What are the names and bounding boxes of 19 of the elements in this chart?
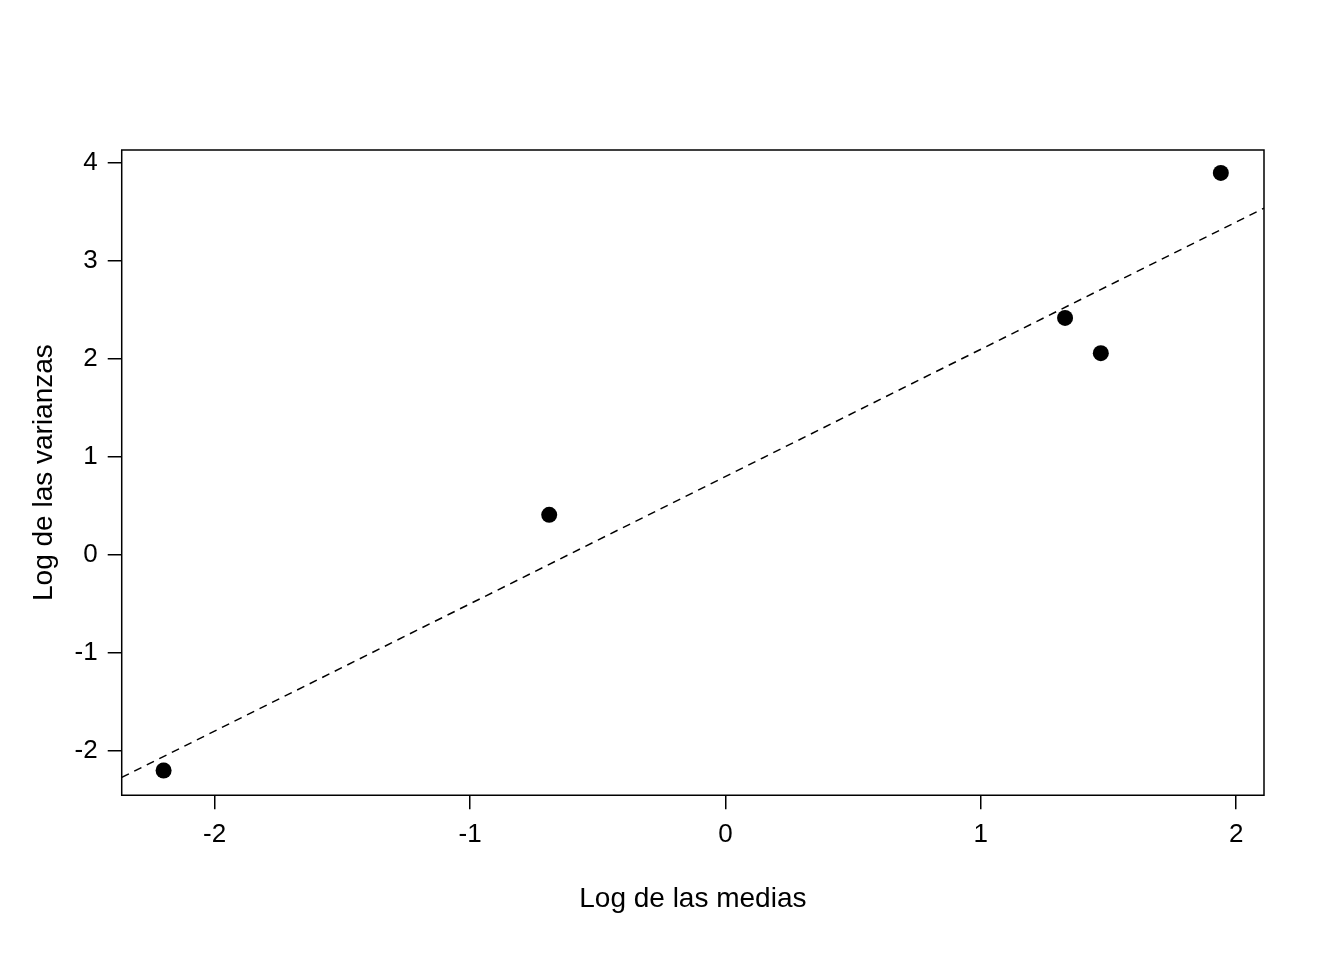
- y-axis-title: Log de las varianzas: [26, 344, 58, 602]
- y-tick-label: 1: [83, 440, 98, 471]
- y-tick-label: 3: [83, 244, 98, 275]
- x-tick-label: -2: [203, 817, 227, 848]
- y-tick-label: -2: [74, 734, 98, 765]
- x-tick-label: 0: [718, 817, 733, 848]
- point: [1092, 345, 1109, 362]
- x-tick-label: -1: [458, 817, 482, 848]
- y-tick-label: 0: [83, 538, 98, 569]
- x-axis-title: Log de las medias: [579, 881, 807, 913]
- point: [155, 762, 172, 779]
- y-tick-label: 2: [83, 342, 98, 373]
- y-tick-label: -1: [74, 636, 98, 667]
- point: [1212, 164, 1229, 181]
- x-tick-label: 1: [973, 817, 989, 848]
- point: [1057, 309, 1074, 326]
- y-tick-label: 4: [83, 146, 98, 177]
- x-tick-label: 2: [1228, 817, 1244, 848]
- point: [541, 506, 558, 523]
